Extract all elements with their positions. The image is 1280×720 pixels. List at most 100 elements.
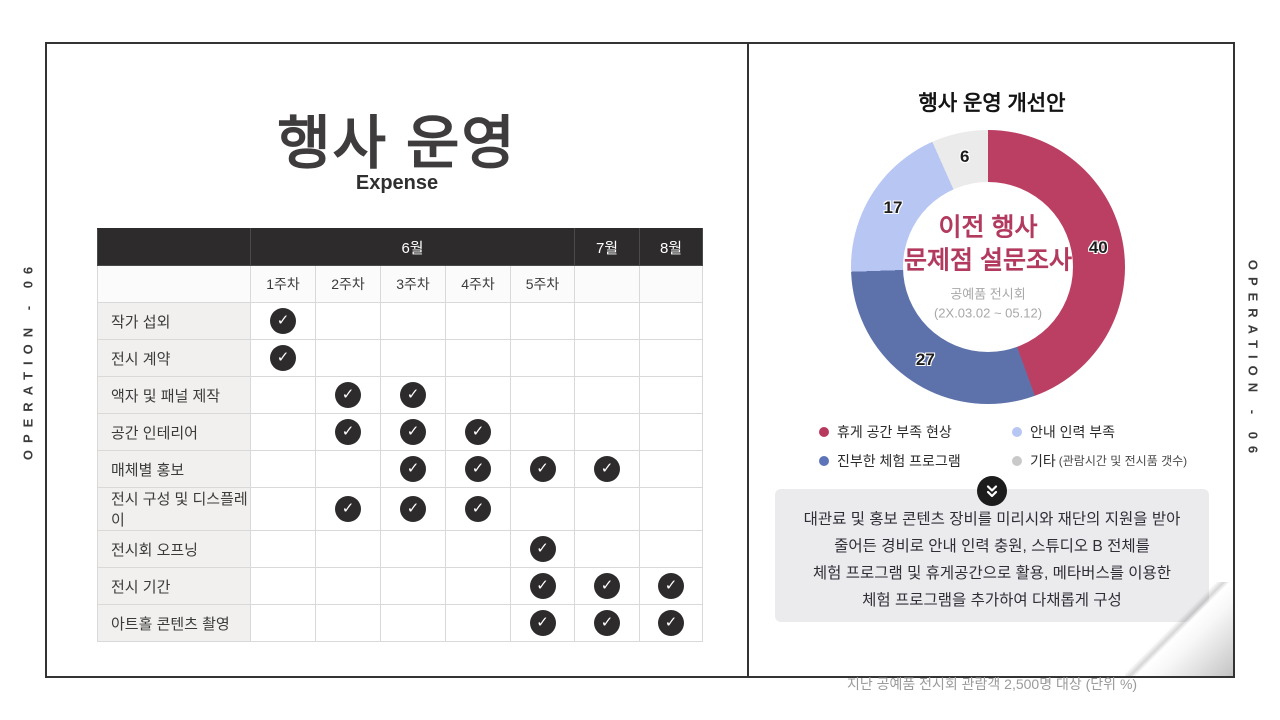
week-header <box>574 265 641 303</box>
check-cell: ✓ <box>315 376 381 414</box>
check-icon: ✓ <box>400 419 426 445</box>
donut-center-title: 이전 행사 문제점 설문조사 <box>904 213 1072 275</box>
empty-cell <box>639 487 704 531</box>
empty-cell <box>574 302 641 340</box>
check-cell: ✓ <box>445 450 511 488</box>
empty-cell <box>445 302 511 340</box>
empty-cell <box>639 413 704 451</box>
check-icon: ✓ <box>465 496 491 522</box>
check-cell: ✓ <box>574 567 641 605</box>
check-icon: ✓ <box>335 382 361 408</box>
check-icon: ✓ <box>400 496 426 522</box>
page-curl <box>1125 582 1233 676</box>
check-icon: ✓ <box>335 419 361 445</box>
empty-cell <box>380 567 446 605</box>
panel-divider <box>747 44 749 676</box>
empty-cell <box>445 339 511 377</box>
check-icon: ✓ <box>465 419 491 445</box>
task-label: 전시 계약 <box>97 339 251 377</box>
donut-chart: 이전 행사 문제점 설문조사 공예품 전시회 (2X.03.02 ~ 05.12… <box>851 130 1125 404</box>
empty-cell <box>574 339 641 377</box>
table-row: 전시 구성 및 디스플레이 ✓ ✓ ✓ <box>97 487 704 531</box>
week-header: 2주차 <box>315 265 381 303</box>
donut-center-text: 이전 행사 문제점 설문조사 공예품 전시회 (2X.03.02 ~ 05.12… <box>888 212 1088 323</box>
week-header: 4주차 <box>445 265 511 303</box>
week-header: 1주차 <box>250 265 316 303</box>
empty-cell <box>380 604 446 642</box>
check-icon: ✓ <box>400 456 426 482</box>
table-row: 전시 계약 ✓ <box>97 339 704 377</box>
check-icon: ✓ <box>529 610 556 636</box>
check-icon: ✓ <box>594 573 621 599</box>
side-label-right: OPERATION - 06 <box>1245 259 1261 461</box>
legend-label: 진부한 체험 프로그램 <box>837 452 961 469</box>
legend-item: 진부한 체험 프로그램 <box>819 446 1012 475</box>
schedule-table: 6월 7월 8월 1주차 2주차 3주차 4주차 5주차 작가 섭외 ✓ 전시 계약 ✓ 액자 및 패널… <box>97 228 704 642</box>
legend-item: 안내 인력 부족 <box>1012 417 1247 446</box>
empty-cell <box>315 604 381 642</box>
check-icon: ✓ <box>270 308 296 334</box>
week-header <box>639 265 704 303</box>
week-header <box>97 265 251 303</box>
empty-cell <box>380 302 446 340</box>
slide-card: 행사 운영 Expense 6월 7월 8월 1주차 2주차 3주차 4주차 5주차 작가 섭외… <box>45 42 1235 692</box>
empty-cell <box>250 413 316 451</box>
check-icon: ✓ <box>465 456 491 482</box>
table-row: 전시 기간 ✓ ✓ ✓ <box>97 567 704 605</box>
chart-legend: 휴게 공간 부족 현상 안내 인력 부족 진부한 체험 프로그램 기타 (관람시간 및 … <box>819 417 1247 475</box>
table-row: 아트홀 콘텐츠 촬영 ✓ ✓ ✓ <box>97 604 704 642</box>
task-label: 매체별 홍보 <box>97 450 251 488</box>
empty-cell <box>380 339 446 377</box>
empty-cell <box>574 487 641 531</box>
empty-cell <box>509 487 576 531</box>
check-cell: ✓ <box>380 487 446 531</box>
check-cell: ✓ <box>509 450 576 488</box>
task-label: 액자 및 패널 제작 <box>97 376 251 414</box>
task-label: 작가 섭외 <box>97 302 251 340</box>
empty-cell <box>315 450 381 488</box>
page-subtitle: Expense <box>355 172 439 194</box>
empty-cell <box>639 450 704 488</box>
check-icon: ✓ <box>594 610 621 636</box>
improvement-panel: 행사 운영 개선안 이전 행사 문제점 설문조사 공예품 전시회 (2X.03.… <box>749 44 1235 692</box>
donut-value-label: 27 <box>915 349 935 369</box>
table-row: 작가 섭외 ✓ <box>97 302 704 340</box>
callout-line: 체험 프로그램 및 휴게공간으로 활용, 메타버스를 이용한 <box>812 564 1172 582</box>
table-row: 전시회 오프닝 ✓ <box>97 530 704 568</box>
check-icon: ✓ <box>529 573 556 599</box>
page-title: 행사 운영 <box>277 111 517 176</box>
check-cell: ✓ <box>445 413 511 451</box>
check-cell: ✓ <box>250 339 316 377</box>
task-label: 전시 구성 및 디스플레이 <box>97 487 251 531</box>
empty-cell <box>445 530 511 568</box>
check-cell: ✓ <box>445 487 511 531</box>
empty-cell <box>315 530 381 568</box>
check-cell: ✓ <box>509 530 576 568</box>
donut-hole: 이전 행사 문제점 설문조사 공예품 전시회 (2X.03.02 ~ 05.12… <box>903 182 1073 352</box>
week-header: 3주차 <box>380 265 446 303</box>
month-header: 8월 <box>639 228 704 266</box>
check-cell: ✓ <box>380 413 446 451</box>
empty-cell <box>445 567 511 605</box>
empty-cell <box>509 302 576 340</box>
empty-cell <box>639 339 704 377</box>
double-chevron-down-icon <box>977 476 1007 506</box>
empty-cell <box>509 376 576 414</box>
month-header: 7월 <box>574 228 641 266</box>
legend-item: 휴게 공간 부족 현상 <box>819 417 1012 446</box>
legend-dot-icon <box>819 455 829 466</box>
legend-label: 안내 인력 부족 <box>1030 423 1116 440</box>
empty-cell <box>250 530 316 568</box>
check-icon: ✓ <box>400 382 426 408</box>
legend-label: 휴게 공간 부족 현상 <box>837 423 952 440</box>
empty-cell <box>250 567 316 605</box>
table-row: 액자 및 패널 제작 ✓ ✓ <box>97 376 704 414</box>
check-icon: ✓ <box>658 610 685 636</box>
empty-cell <box>315 567 381 605</box>
empty-cell <box>445 604 511 642</box>
check-icon: ✓ <box>529 456 556 482</box>
donut-value-label: 17 <box>883 197 903 217</box>
check-cell: ✓ <box>250 302 316 340</box>
table-row: 공간 인테리어 ✓ ✓ ✓ <box>97 413 704 451</box>
